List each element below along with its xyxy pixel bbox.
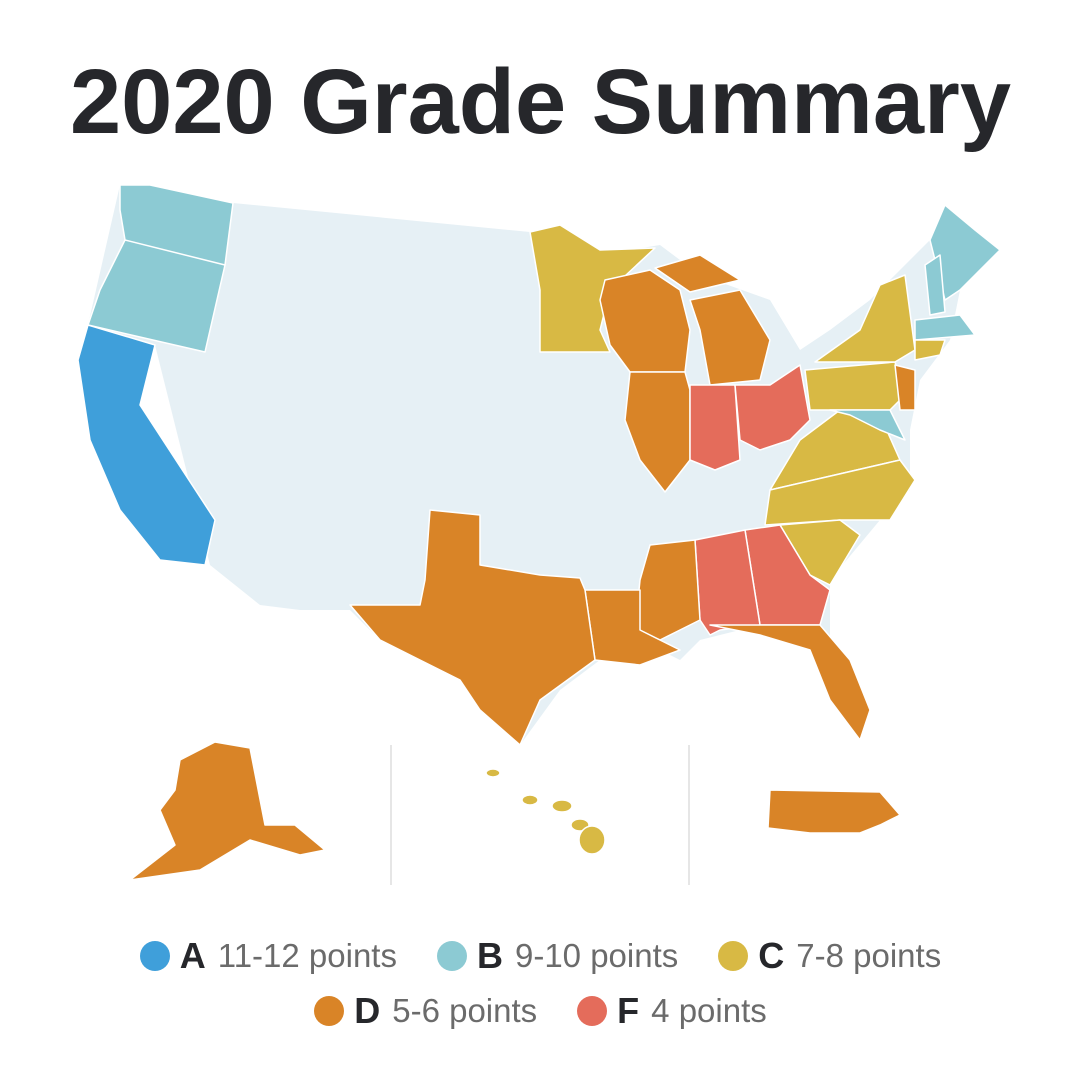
state: [914, 314, 976, 341]
puerto-rico: [767, 789, 901, 834]
state: [349, 509, 596, 746]
state: [929, 204, 1001, 301]
state: [689, 289, 771, 386]
legend-grade: B: [476, 935, 503, 976]
alaska: [129, 741, 326, 881]
island: [521, 794, 539, 806]
state: [914, 339, 946, 361]
title: 2020 Grade Summary: [70, 51, 1011, 153]
legend-item: A 11-12 points: [139, 935, 397, 977]
legend-swatch: [718, 941, 749, 971]
legend-grade: F: [617, 990, 640, 1031]
hawaii: [485, 768, 606, 855]
legend-label: 9-10 points: [514, 937, 679, 974]
island: [485, 768, 501, 778]
legend-row: A 11-12 points B 9-10 points C 7-8 points: [0, 935, 1081, 977]
state: [814, 274, 916, 363]
legend-swatch: [139, 941, 170, 971]
legend-label: 4 points: [651, 992, 767, 1029]
legend-item: B 9-10 points: [436, 935, 679, 977]
legend-grade: A: [179, 935, 206, 976]
legend-label: 7-8 points: [796, 937, 942, 974]
island: [551, 799, 573, 813]
legend-grade: D: [354, 990, 381, 1031]
island: [578, 825, 606, 855]
legend-item: C 7-8 points: [718, 935, 941, 977]
state: [734, 364, 811, 451]
legend-swatch: [577, 996, 608, 1026]
state: [87, 239, 226, 353]
state: [654, 254, 741, 293]
state: [924, 254, 946, 316]
state: [894, 364, 916, 411]
state: [634, 539, 701, 641]
legend-item: F 4 points: [577, 990, 767, 1032]
state: [804, 361, 906, 411]
legend-grade: C: [758, 935, 785, 976]
legend-label: 11-12 points: [217, 937, 397, 974]
legend-swatch: [314, 996, 345, 1026]
state: [624, 371, 691, 493]
legend-item: D 5-6 points: [314, 990, 537, 1032]
legend-row: D 5-6 points F 4 points: [0, 990, 1081, 1032]
state: [709, 624, 871, 741]
legend-label: 5-6 points: [392, 992, 538, 1029]
legend-swatch: [436, 941, 467, 971]
state: [689, 384, 741, 471]
state: [829, 409, 906, 441]
state: [77, 324, 216, 566]
